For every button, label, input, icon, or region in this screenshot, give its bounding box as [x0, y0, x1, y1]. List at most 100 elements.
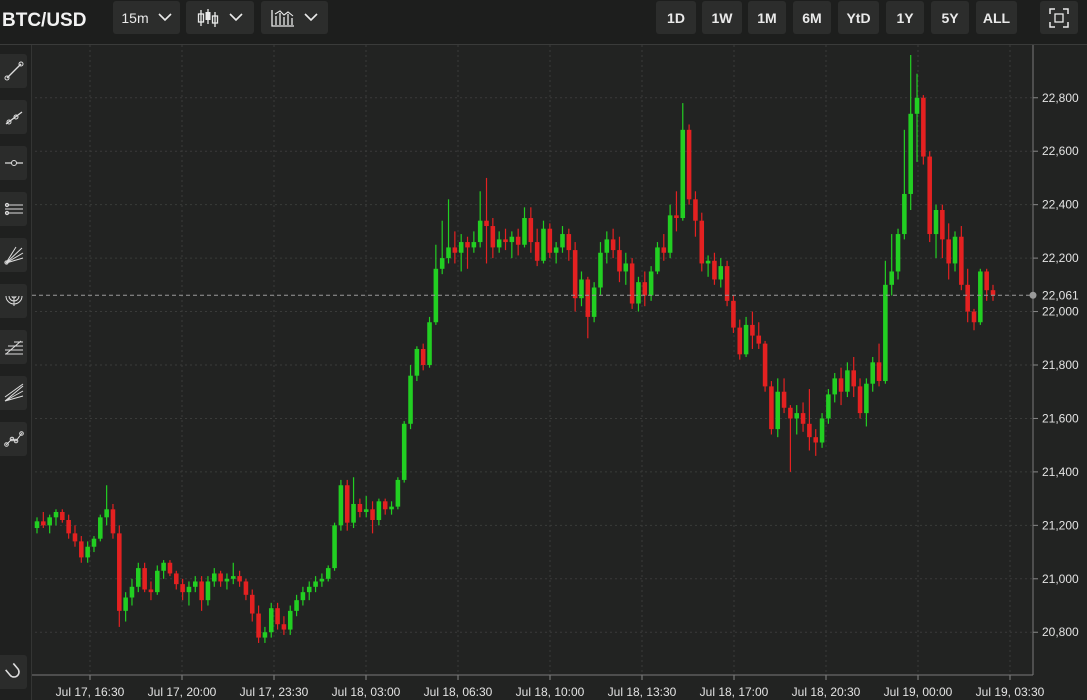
- range-button-ytd[interactable]: YtD: [838, 1, 879, 34]
- y-tick-label: 22,400: [1042, 198, 1079, 212]
- candle-body: [585, 279, 591, 317]
- x-tick-label: Jul 18, 17:00: [700, 685, 769, 699]
- candle-body: [978, 271, 983, 323]
- tool-horizontal-line[interactable]: [0, 146, 27, 180]
- y-tick-label: 21,200: [1042, 518, 1079, 532]
- y-tick-label: 21,400: [1042, 465, 1079, 479]
- y-tick-label: 21,600: [1042, 411, 1079, 425]
- tool-trend-line[interactable]: [0, 54, 27, 88]
- candle-body: [762, 343, 768, 387]
- candle-body: [465, 242, 470, 248]
- tool-fib-fan[interactable]: [0, 376, 27, 410]
- candle-body: [629, 263, 635, 304]
- y-tick-label: 22,000: [1042, 305, 1079, 319]
- candle-body: [338, 485, 344, 526]
- candle-body: [661, 247, 667, 253]
- range-button-6m[interactable]: 6M: [793, 1, 831, 34]
- candle-body: [47, 517, 52, 526]
- range-button-1d[interactable]: 1D: [656, 1, 696, 34]
- candle-body: [699, 220, 705, 264]
- range-button-1y[interactable]: 1Y: [886, 1, 924, 34]
- y-tick-label: 22,600: [1042, 144, 1079, 158]
- tool-path[interactable]: [0, 422, 27, 456]
- symbol-title: BTC/USD: [2, 10, 87, 31]
- tool-magnet[interactable]: [0, 655, 27, 689]
- tool-ray[interactable]: [0, 100, 27, 134]
- candle-body: [294, 600, 299, 611]
- candle-body: [344, 485, 350, 523]
- candle-body: [224, 578, 230, 582]
- candle-body: [249, 594, 255, 614]
- candle-body: [712, 260, 717, 280]
- candle-body: [53, 511, 59, 518]
- candle-body: [680, 129, 686, 219]
- tool-fib-retracement[interactable]: [0, 330, 27, 364]
- range-button-5y[interactable]: 5Y: [931, 1, 969, 34]
- candle-body: [800, 413, 806, 424]
- fib-retracement-icon: [4, 340, 23, 355]
- candle-body: [41, 521, 46, 526]
- candle-body: [79, 541, 84, 558]
- candle-body: [788, 407, 793, 419]
- range-button-all[interactable]: ALL: [976, 1, 1017, 34]
- arc-icon: [5, 295, 22, 306]
- x-tick-label: Jul 18, 20:30: [792, 685, 861, 699]
- chevron-down-icon: [304, 13, 318, 22]
- candle-body: [490, 226, 496, 248]
- candle-body: [433, 268, 439, 323]
- candle-body: [756, 335, 762, 344]
- candle-body: [693, 199, 698, 221]
- candle-body: [389, 506, 394, 510]
- candle-body: [832, 378, 838, 395]
- x-tick-label: Jul 18, 06:30: [424, 685, 493, 699]
- candle-body: [674, 215, 679, 219]
- y-tick-label: 22,800: [1042, 91, 1079, 105]
- candlestick-icon: [197, 8, 219, 27]
- price-chart[interactable]: 20,800 21,000 21,200 21,400 21,600 21,800 22,0…: [32, 45, 1087, 700]
- fullscreen-button[interactable]: [1040, 1, 1078, 34]
- drawing-tools-sidebar: [0, 45, 32, 700]
- y-tick-label: 20,800: [1042, 625, 1079, 639]
- tool-arc[interactable]: [0, 284, 27, 318]
- x-tick-label: Jul 17, 20:00: [148, 685, 217, 699]
- candle-body: [718, 266, 724, 280]
- candle-body: [857, 386, 863, 414]
- candle-body: [110, 509, 116, 534]
- candle-body: [889, 271, 894, 285]
- chart-type-dropdown[interactable]: [186, 1, 254, 34]
- ray-icon: [5, 111, 22, 125]
- candle-body: [547, 228, 553, 253]
- candle-body: [528, 218, 534, 243]
- candle-body: [705, 260, 711, 264]
- candle-body: [192, 581, 198, 587]
- candle-body: [161, 562, 166, 571]
- candle-body: [199, 581, 204, 601]
- candle-body: [319, 578, 325, 582]
- range-button-1m[interactable]: 1M: [748, 1, 786, 34]
- candle-body: [870, 362, 875, 384]
- indicators-dropdown[interactable]: [261, 1, 328, 34]
- candle-body: [85, 546, 90, 558]
- tool-parallel-channel[interactable]: [0, 192, 27, 226]
- candle-body: [591, 287, 597, 317]
- tool-fan[interactable]: [0, 238, 27, 272]
- candle-body: [636, 282, 641, 304]
- candle-body: [553, 247, 559, 253]
- candle-body: [496, 239, 502, 248]
- candle-body: [807, 423, 812, 438]
- candle-body: [566, 234, 572, 251]
- candle-body: [775, 391, 781, 430]
- x-tick-label: Jul 17, 23:30: [240, 685, 309, 699]
- candle-body: [971, 311, 977, 323]
- candle-body: [781, 391, 787, 408]
- candle-body: [731, 300, 736, 328]
- interval-dropdown[interactable]: 15m: [113, 1, 180, 34]
- range-button-1w[interactable]: 1W: [702, 1, 742, 34]
- y-tick-label: 21,800: [1042, 358, 1079, 372]
- last-price-marker: [1029, 291, 1037, 299]
- candle-body: [617, 250, 622, 272]
- candle-body: [66, 520, 71, 534]
- candle-body: [541, 228, 546, 261]
- candle-body: [382, 501, 388, 510]
- x-tick-label: Jul 19, 00:00: [884, 685, 953, 699]
